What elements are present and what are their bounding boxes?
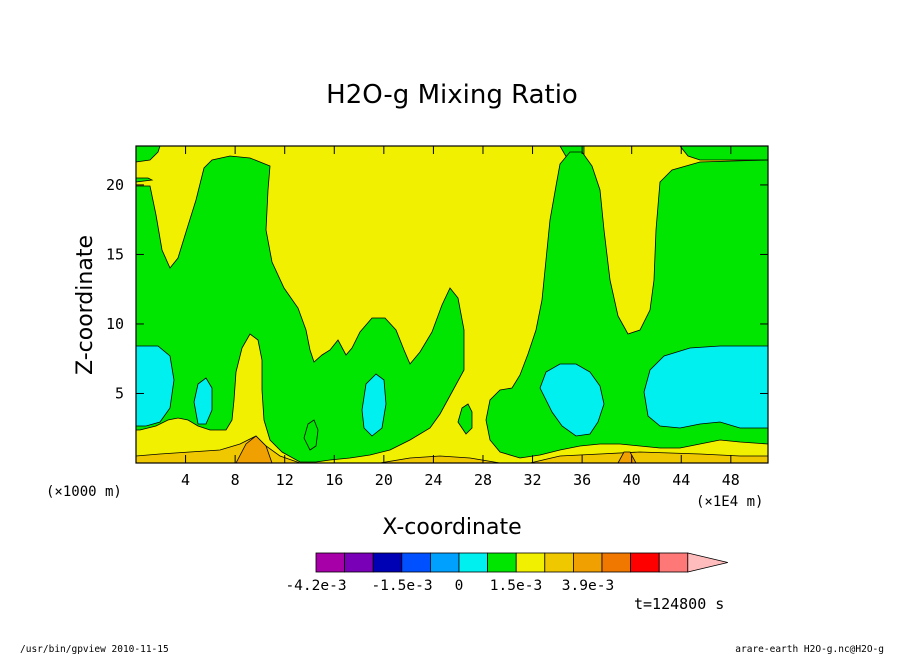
y-axis: 5 10 15 20 bbox=[106, 176, 768, 402]
colorbar-swatch bbox=[515, 552, 546, 573]
contour-region bbox=[643, 345, 768, 429]
colorbar-swatch bbox=[487, 552, 517, 573]
colorbar-swatch bbox=[544, 552, 574, 573]
y-unit-label: (×1000 m) bbox=[46, 484, 122, 500]
contour-region bbox=[529, 451, 768, 463]
contour-region bbox=[235, 435, 273, 463]
colorbar-label: 3.9e-3 bbox=[562, 578, 614, 594]
x-tick-label: 16 bbox=[325, 471, 343, 489]
x-axis: 4 8 12 16 20 24 28 32 36 40 44 48 bbox=[181, 146, 740, 489]
colorbar-swatch bbox=[601, 552, 632, 573]
colorbar-swatch bbox=[429, 552, 460, 573]
colorbar-label: 0 bbox=[455, 578, 464, 594]
colorbar-swatch bbox=[458, 552, 489, 573]
x-tick-label: 32 bbox=[524, 471, 542, 489]
colorbar-swatch bbox=[573, 552, 603, 573]
colorbar-arrow bbox=[687, 552, 728, 573]
colorbar-labels: -4.2e-3 -1.5e-3 0 1.5e-3 3.9e-3 bbox=[285, 578, 614, 594]
timestamp: t=124800 s bbox=[634, 595, 724, 613]
x-tick-label: 8 bbox=[231, 471, 240, 489]
colorbar-swatch bbox=[401, 552, 431, 573]
x-tick-label: 40 bbox=[623, 471, 641, 489]
colorbar-swatch bbox=[658, 552, 689, 573]
colorbar bbox=[315, 552, 728, 573]
x-tick-label: 20 bbox=[375, 471, 393, 489]
x-tick-label: 12 bbox=[276, 471, 294, 489]
footer-right: arare-earth_H2O-g.nc@H2O-g bbox=[735, 644, 884, 654]
contour-region bbox=[303, 419, 319, 451]
contour-region bbox=[679, 146, 768, 161]
colorbar-label: 1.5e-3 bbox=[490, 578, 542, 594]
y-axis-label: Z-coordinate bbox=[73, 235, 98, 375]
contour-region bbox=[136, 345, 175, 427]
y-tick-label: 5 bbox=[115, 384, 124, 402]
y-tick-label: 20 bbox=[106, 176, 124, 194]
x-tick-label: 24 bbox=[424, 471, 442, 489]
x-axis-label: X-coordinate bbox=[382, 515, 521, 540]
contour-region bbox=[457, 403, 473, 435]
colorbar-swatch bbox=[315, 552, 346, 573]
chart-title: H2O-g Mixing Ratio bbox=[326, 80, 578, 110]
x-tick-label: 36 bbox=[573, 471, 591, 489]
contour-region bbox=[136, 177, 154, 183]
contour-region bbox=[539, 363, 605, 437]
x-tick-label: 48 bbox=[722, 471, 740, 489]
x-tick-label: 4 bbox=[181, 471, 190, 489]
x-tick-label: 28 bbox=[474, 471, 492, 489]
plot-area bbox=[136, 146, 768, 463]
plot-frame bbox=[135, 145, 769, 464]
colorbar-label: -4.2e-3 bbox=[285, 578, 346, 594]
x-unit-label: (×1E4 m) bbox=[696, 494, 763, 510]
footer-left: /usr/bin/gpview 2010-11-15 bbox=[20, 644, 169, 654]
colorbar-label: -1.5e-3 bbox=[371, 578, 432, 594]
colorbar-swatch bbox=[344, 552, 374, 573]
contour-region bbox=[379, 455, 501, 463]
contour-region bbox=[361, 373, 387, 437]
contour-region bbox=[136, 146, 161, 163]
y-tick-label: 10 bbox=[106, 315, 124, 333]
contour-region bbox=[193, 377, 213, 425]
x-tick-label: 44 bbox=[672, 471, 690, 489]
y-tick-label: 15 bbox=[106, 245, 124, 263]
colorbar-swatch bbox=[372, 552, 403, 573]
colorbar-swatch bbox=[630, 552, 660, 573]
